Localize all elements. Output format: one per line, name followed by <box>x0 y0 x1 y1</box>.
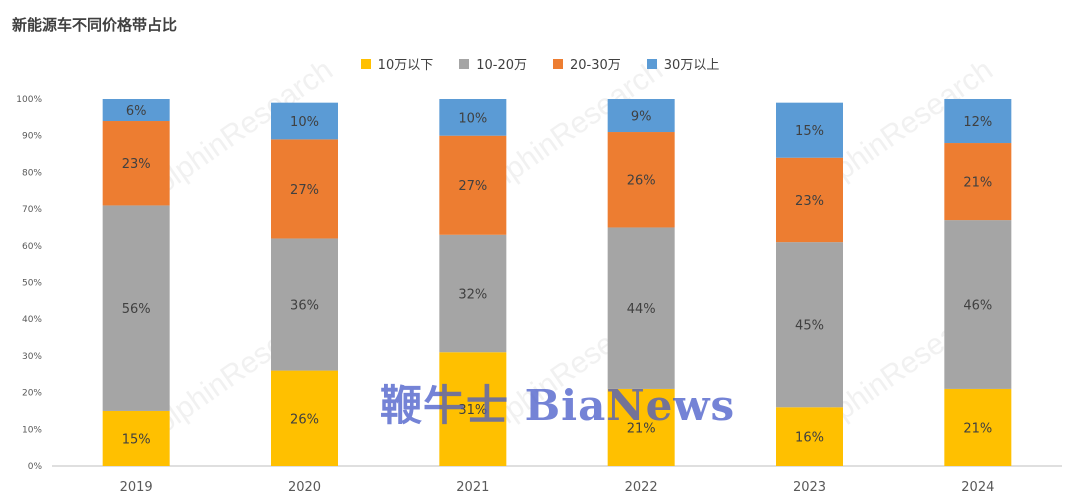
legend-label: 10万以下 <box>377 58 434 73</box>
bar-segment <box>102 205 170 411</box>
watermark: 鞭牛士 BiaNews <box>380 381 736 430</box>
data-label: 31% <box>458 403 487 418</box>
bar-segment <box>271 238 338 371</box>
chart-title: 新能源车不同价格带占比 <box>12 16 178 34</box>
bar-segment <box>944 220 1012 389</box>
bar-segment <box>776 407 843 466</box>
bar-segment <box>271 139 338 239</box>
y-tick-label: 10% <box>22 425 42 435</box>
data-label: 10% <box>290 115 319 130</box>
y-tick-label: 80% <box>22 168 42 178</box>
data-label: 44% <box>627 302 656 317</box>
data-label: 10% <box>458 111 487 126</box>
data-label: 12% <box>963 115 992 130</box>
bar-segment <box>776 242 843 408</box>
data-label: 56% <box>122 302 151 317</box>
bar-segment <box>776 157 843 243</box>
bar-segment <box>607 227 675 389</box>
bar-segment <box>439 234 507 353</box>
x-tick-label: 2019 <box>120 480 153 495</box>
data-label: 32% <box>458 288 487 303</box>
y-tick-label: 90% <box>22 132 42 142</box>
data-label: 23% <box>122 157 151 172</box>
y-tick-label: 20% <box>22 389 42 399</box>
bar-segment <box>439 99 507 136</box>
legend-swatch <box>360 58 371 69</box>
data-label: 15% <box>795 124 824 139</box>
bar-segment <box>944 388 1012 466</box>
bar-segment <box>607 132 675 228</box>
data-label: 21% <box>963 421 992 436</box>
bar-segment <box>439 352 507 466</box>
bar-segment <box>102 99 170 122</box>
legend-swatch <box>553 58 563 69</box>
legend: 10万以下 10-20万 20-30万 30万以上 <box>0 54 1080 73</box>
legend-item-3: 20-30万 <box>553 54 621 73</box>
data-label: 21% <box>627 421 656 436</box>
y-tick-label: 0% <box>28 462 43 472</box>
data-label: 26% <box>627 174 656 189</box>
x-tick-label: 2021 <box>456 480 489 495</box>
data-label: 27% <box>290 183 319 198</box>
legend-label: 10-20万 <box>476 58 527 73</box>
data-label: 21% <box>963 176 992 191</box>
bar-segment <box>607 388 675 466</box>
x-tick-label: 2020 <box>288 480 321 495</box>
y-tick-label: 70% <box>22 205 42 215</box>
data-label: 26% <box>290 412 319 427</box>
legend-item-1: 10万以下 <box>360 54 434 73</box>
y-tick-label: 60% <box>22 242 42 252</box>
data-label: 23% <box>795 194 824 209</box>
legend-swatch <box>646 58 657 69</box>
bar-segment <box>102 410 170 466</box>
y-tick-label: 50% <box>22 279 42 289</box>
y-tick-label: 100% <box>16 95 42 105</box>
data-label: 16% <box>795 431 824 446</box>
data-label: 46% <box>963 299 992 314</box>
bar-segment <box>271 102 338 140</box>
bar-segment <box>607 99 675 133</box>
bar-segment <box>944 143 1012 221</box>
data-label: 36% <box>290 299 319 314</box>
x-tick-label: 2023 <box>793 480 826 495</box>
legend-item-2: 10-20万 <box>459 54 527 73</box>
bar-segment <box>439 135 507 235</box>
data-label: 9% <box>631 110 652 125</box>
bar-segment <box>776 102 843 158</box>
data-label: 15% <box>122 432 151 447</box>
data-label: 6% <box>126 104 147 119</box>
bar-segment <box>944 99 1012 144</box>
legend-swatch <box>459 58 470 69</box>
legend-label: 30万以上 <box>663 58 720 73</box>
x-tick-label: 2024 <box>961 480 994 495</box>
y-tick-label: 40% <box>22 315 42 325</box>
data-label: 27% <box>458 179 487 194</box>
legend-item-4: 30万以上 <box>646 54 720 73</box>
x-tick-label: 2022 <box>625 480 658 495</box>
legend-label: 20-30万 <box>570 58 621 73</box>
data-label: 45% <box>795 319 824 334</box>
bar-segment <box>271 370 338 466</box>
bar-segment <box>102 121 170 206</box>
y-tick-label: 30% <box>22 352 42 362</box>
